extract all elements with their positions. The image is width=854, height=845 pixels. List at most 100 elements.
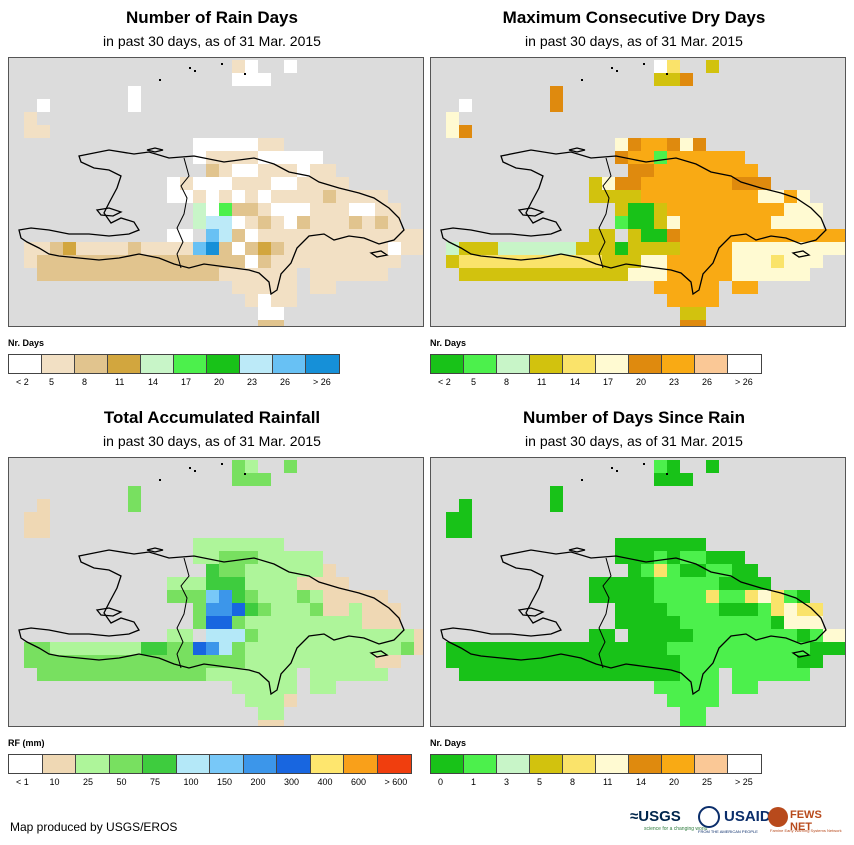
grid-cell bbox=[615, 203, 628, 216]
grid-cell bbox=[459, 668, 472, 681]
legend-title: Nr. Days bbox=[430, 338, 467, 348]
grid-cell bbox=[797, 268, 810, 281]
grid-cell bbox=[771, 268, 784, 281]
grid-cell bbox=[388, 229, 401, 242]
grid-cell bbox=[258, 229, 271, 242]
grid-cell bbox=[719, 151, 732, 164]
grid-cell bbox=[284, 190, 297, 203]
grid-cell bbox=[167, 177, 180, 190]
grid-cell bbox=[667, 203, 680, 216]
grid-cell bbox=[206, 642, 219, 655]
grid-cell bbox=[459, 655, 472, 668]
grid-cell bbox=[193, 190, 206, 203]
grid-cell bbox=[706, 590, 719, 603]
grid-cell bbox=[271, 216, 284, 229]
grid-cell bbox=[797, 229, 810, 242]
grid-cell bbox=[797, 255, 810, 268]
grid-cell bbox=[336, 629, 349, 642]
grid-cell bbox=[459, 642, 472, 655]
grid-cell bbox=[219, 203, 232, 216]
grid-cell bbox=[680, 694, 693, 707]
grid-cell bbox=[258, 707, 271, 720]
panel-title: Maximum Consecutive Dry Days bbox=[502, 8, 766, 27]
grid-cell bbox=[193, 177, 206, 190]
grid-cell bbox=[823, 242, 836, 255]
grid-cell bbox=[154, 668, 167, 681]
grid-cell bbox=[615, 603, 628, 616]
grid-cell bbox=[628, 242, 641, 255]
grid-cell bbox=[375, 190, 388, 203]
grid-cell bbox=[511, 255, 524, 268]
grid-cell bbox=[102, 268, 115, 281]
legend-label: 14 bbox=[636, 777, 647, 787]
grid-cell bbox=[719, 551, 732, 564]
grid-cell bbox=[219, 577, 232, 590]
grid-cell bbox=[667, 229, 680, 242]
grid-cell bbox=[641, 216, 654, 229]
usaid-tagline: FROM THE AMERICAN PEOPLE bbox=[698, 829, 758, 834]
grid-cell bbox=[297, 642, 310, 655]
legend-swatch bbox=[344, 755, 378, 773]
legend-label: 14 bbox=[570, 377, 581, 387]
grid-cell bbox=[362, 242, 375, 255]
grid-cell bbox=[141, 255, 154, 268]
grid-cell bbox=[693, 151, 706, 164]
legend-label: 20 bbox=[636, 377, 647, 387]
grid-cell bbox=[628, 138, 641, 151]
grid-cell bbox=[245, 60, 258, 73]
grid-cell bbox=[76, 255, 89, 268]
grid-cell bbox=[446, 125, 459, 138]
grid-cell bbox=[719, 229, 732, 242]
grid-cell bbox=[589, 668, 602, 681]
grid-cell bbox=[810, 203, 823, 216]
grid-cell bbox=[232, 151, 245, 164]
grid-cell bbox=[693, 242, 706, 255]
grid-cell bbox=[232, 164, 245, 177]
grid-cell bbox=[667, 164, 680, 177]
grid-cell bbox=[732, 242, 745, 255]
grid-cell bbox=[310, 551, 323, 564]
grid-cell bbox=[706, 190, 719, 203]
grid-cell bbox=[349, 203, 362, 216]
panel-title: Total Accumulated Rainfall bbox=[103, 408, 321, 427]
grid-cell bbox=[206, 551, 219, 564]
grid-cell bbox=[349, 603, 362, 616]
legend-swatch bbox=[464, 355, 497, 373]
grid-cell bbox=[784, 203, 797, 216]
grid-cell bbox=[654, 551, 667, 564]
grid-cell bbox=[258, 73, 271, 86]
panel-subtitle: in past 30 days, as of 31 Mar. 2015 bbox=[103, 33, 321, 49]
grid-cell bbox=[550, 499, 563, 512]
grid-cell bbox=[602, 655, 615, 668]
panel-subtitle: in past 30 days, as of 31 Mar. 2015 bbox=[525, 433, 743, 449]
grid-cell bbox=[641, 616, 654, 629]
grid-cell bbox=[654, 538, 667, 551]
legend-swatch bbox=[176, 755, 210, 773]
grid-cell bbox=[375, 216, 388, 229]
grid-cell bbox=[323, 203, 336, 216]
grid-cell bbox=[323, 255, 336, 268]
grid-cell bbox=[271, 655, 284, 668]
usaid-seal-icon bbox=[698, 806, 720, 828]
grid-cell bbox=[401, 242, 414, 255]
grid-cell bbox=[245, 138, 258, 151]
grid-cell bbox=[667, 681, 680, 694]
legend-swatch bbox=[530, 355, 563, 373]
grid-cell bbox=[732, 151, 745, 164]
grid-cell bbox=[258, 694, 271, 707]
grid-cell bbox=[485, 255, 498, 268]
grid-cell bbox=[271, 242, 284, 255]
grid-cell bbox=[232, 268, 245, 281]
grid-cell bbox=[693, 538, 706, 551]
grid-cell bbox=[336, 577, 349, 590]
grid-cell bbox=[732, 551, 745, 564]
grid-cell bbox=[693, 138, 706, 151]
grid-cell bbox=[284, 577, 297, 590]
grid-cell bbox=[245, 229, 258, 242]
grid-cell bbox=[63, 255, 76, 268]
max-dry-days-panel: Maximum Consecutive Dry Days in past 30 … bbox=[422, 0, 846, 405]
grid-cell bbox=[758, 668, 771, 681]
grid-cell bbox=[628, 629, 641, 642]
grid-cell bbox=[375, 203, 388, 216]
grid-cell bbox=[693, 629, 706, 642]
